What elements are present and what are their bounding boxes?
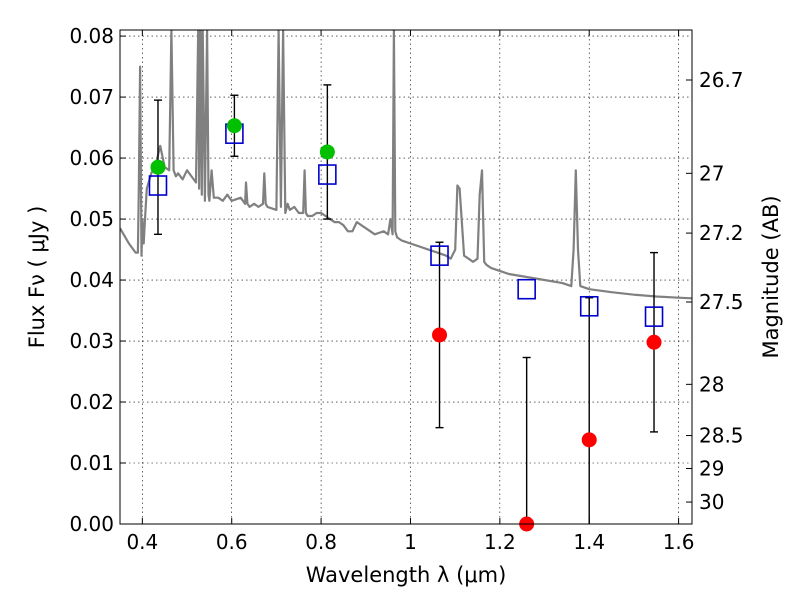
- model-flux-box: [579, 295, 599, 317]
- observed-flux-point: [150, 159, 166, 175]
- y-tick-label: 0.06: [69, 146, 114, 170]
- x-tick-label: 1.6: [663, 530, 695, 554]
- right-tick-layer: 26.7 27 27.2 27.5 28 28.5 29 30: [686, 68, 744, 514]
- model-flux-box: [644, 306, 664, 327]
- right-tick-label: 27: [699, 161, 724, 185]
- right-tick-label: 28: [699, 372, 724, 396]
- y-tick-label: 0.00: [69, 512, 114, 536]
- x-tick-label: 1: [404, 530, 417, 554]
- observed-flux-point: [432, 327, 448, 343]
- observed-flux-point: [226, 118, 242, 134]
- x-tick-label: 1.2: [484, 530, 516, 554]
- model-flux-box: [148, 175, 168, 196]
- right-tick-label: 26.7: [699, 68, 744, 92]
- observed-flux-point: [581, 432, 597, 448]
- x-tick-label: 0.6: [216, 530, 248, 554]
- model-flux-box: [517, 278, 536, 300]
- y-tick-label: 0.07: [69, 85, 114, 109]
- observed-flux-point: [319, 144, 335, 160]
- x-tick-label: 0.8: [305, 530, 337, 554]
- right-tick-label: 30: [699, 490, 724, 514]
- y-tick-label: 0.01: [69, 451, 114, 475]
- x-tick-label: 1.4: [573, 530, 605, 554]
- right-tick-label: 29: [699, 457, 724, 481]
- x-tick-label: 0.4: [126, 530, 158, 554]
- observed-point-layer: [150, 118, 662, 532]
- y-tick-layer: 0.00 0.01 0.02 0.03 0.04 0.05 0.06 0.07 0.08: [69, 24, 126, 536]
- sed-model-curve: [120, 30, 692, 300]
- y-tick-label: 0.04: [69, 268, 114, 292]
- y-tick-label: 0.08: [69, 24, 114, 48]
- model-flux-box: [318, 164, 337, 185]
- model-box-layer: [148, 123, 664, 327]
- y-tick-label: 0.05: [69, 207, 114, 231]
- y-axis-label: Flux Fν ( μJy ): [25, 206, 49, 349]
- right-tick-label: 28.5: [699, 424, 744, 448]
- right-axis-label: Magnitude (AB): [759, 195, 783, 358]
- y-tick-label: 0.02: [69, 390, 114, 414]
- plot-frame: [119, 29, 693, 525]
- errorbar-layer: [153, 84, 659, 524]
- right-tick-label: 27.2: [699, 221, 744, 245]
- y-tick-label: 0.03: [69, 329, 114, 353]
- x-axis-label: Wavelength λ (μm): [306, 563, 507, 587]
- model-flux-box: [430, 245, 449, 266]
- x-tick-layer: 0.4 0.6 0.8 1 1.2 1.4 1.6: [126, 30, 695, 554]
- observed-flux-point: [646, 334, 662, 350]
- right-tick-label: 27.5: [699, 290, 744, 314]
- sed-layer: [120, 30, 692, 300]
